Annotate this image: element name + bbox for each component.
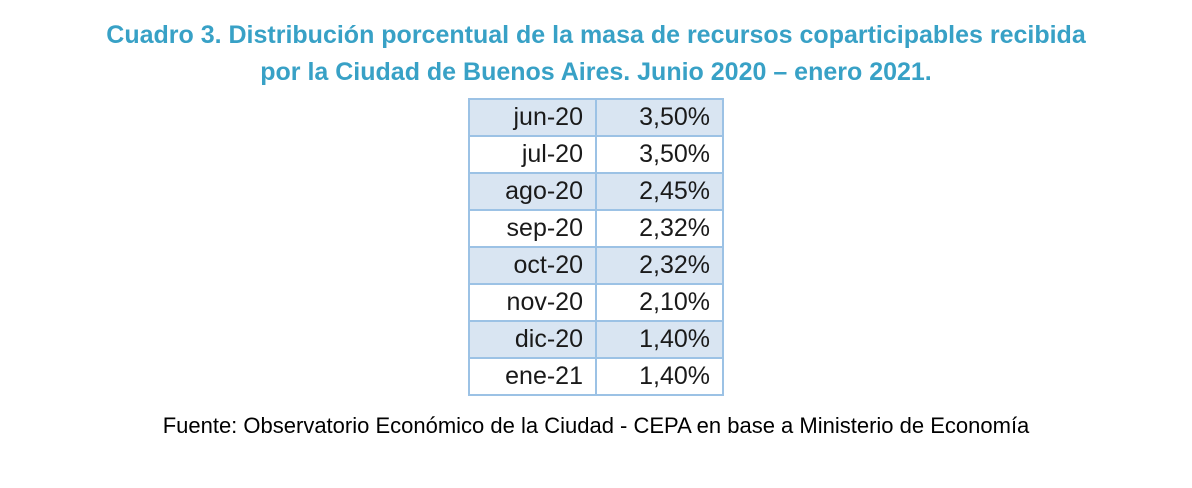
value-cell: 2,45% <box>595 172 724 211</box>
month-cell: dic-20 <box>468 320 597 359</box>
month-cell: ene-21 <box>468 357 597 396</box>
month-cell: sep-20 <box>468 209 597 248</box>
page: Cuadro 3. Distribución porcentual de la … <box>0 17 1192 488</box>
table-row: dic-20 1,40% <box>468 320 724 359</box>
table-row: jul-20 3,50% <box>468 135 724 174</box>
table-row: sep-20 2,32% <box>468 209 724 248</box>
table-row: oct-20 2,32% <box>468 246 724 285</box>
table-row: ago-20 2,45% <box>468 172 724 211</box>
value-cell: 3,50% <box>595 135 724 174</box>
value-cell: 2,32% <box>595 209 724 248</box>
value-cell: 2,32% <box>595 246 724 285</box>
table-title: Cuadro 3. Distribución porcentual de la … <box>0 17 1192 91</box>
month-cell: nov-20 <box>468 283 597 322</box>
data-table: jun-20 3,50% jul-20 3,50% ago-20 2,45% s… <box>468 98 724 396</box>
table-row: jun-20 3,50% <box>468 98 724 137</box>
month-cell: oct-20 <box>468 246 597 285</box>
value-cell: 2,10% <box>595 283 724 322</box>
value-cell: 1,40% <box>595 357 724 396</box>
month-cell: ago-20 <box>468 172 597 211</box>
table-row: nov-20 2,10% <box>468 283 724 322</box>
month-cell: jun-20 <box>468 98 597 137</box>
month-cell: jul-20 <box>468 135 597 174</box>
value-cell: 1,40% <box>595 320 724 359</box>
table-row: ene-21 1,40% <box>468 357 724 396</box>
table-title-line1: Cuadro 3. Distribución porcentual de la … <box>106 21 1086 49</box>
value-cell: 3,50% <box>595 98 724 137</box>
table-title-line2: por la Ciudad de Buenos Aires. Junio 202… <box>260 58 932 86</box>
source-note: Fuente: Observatorio Económico de la Ciu… <box>162 413 1030 438</box>
